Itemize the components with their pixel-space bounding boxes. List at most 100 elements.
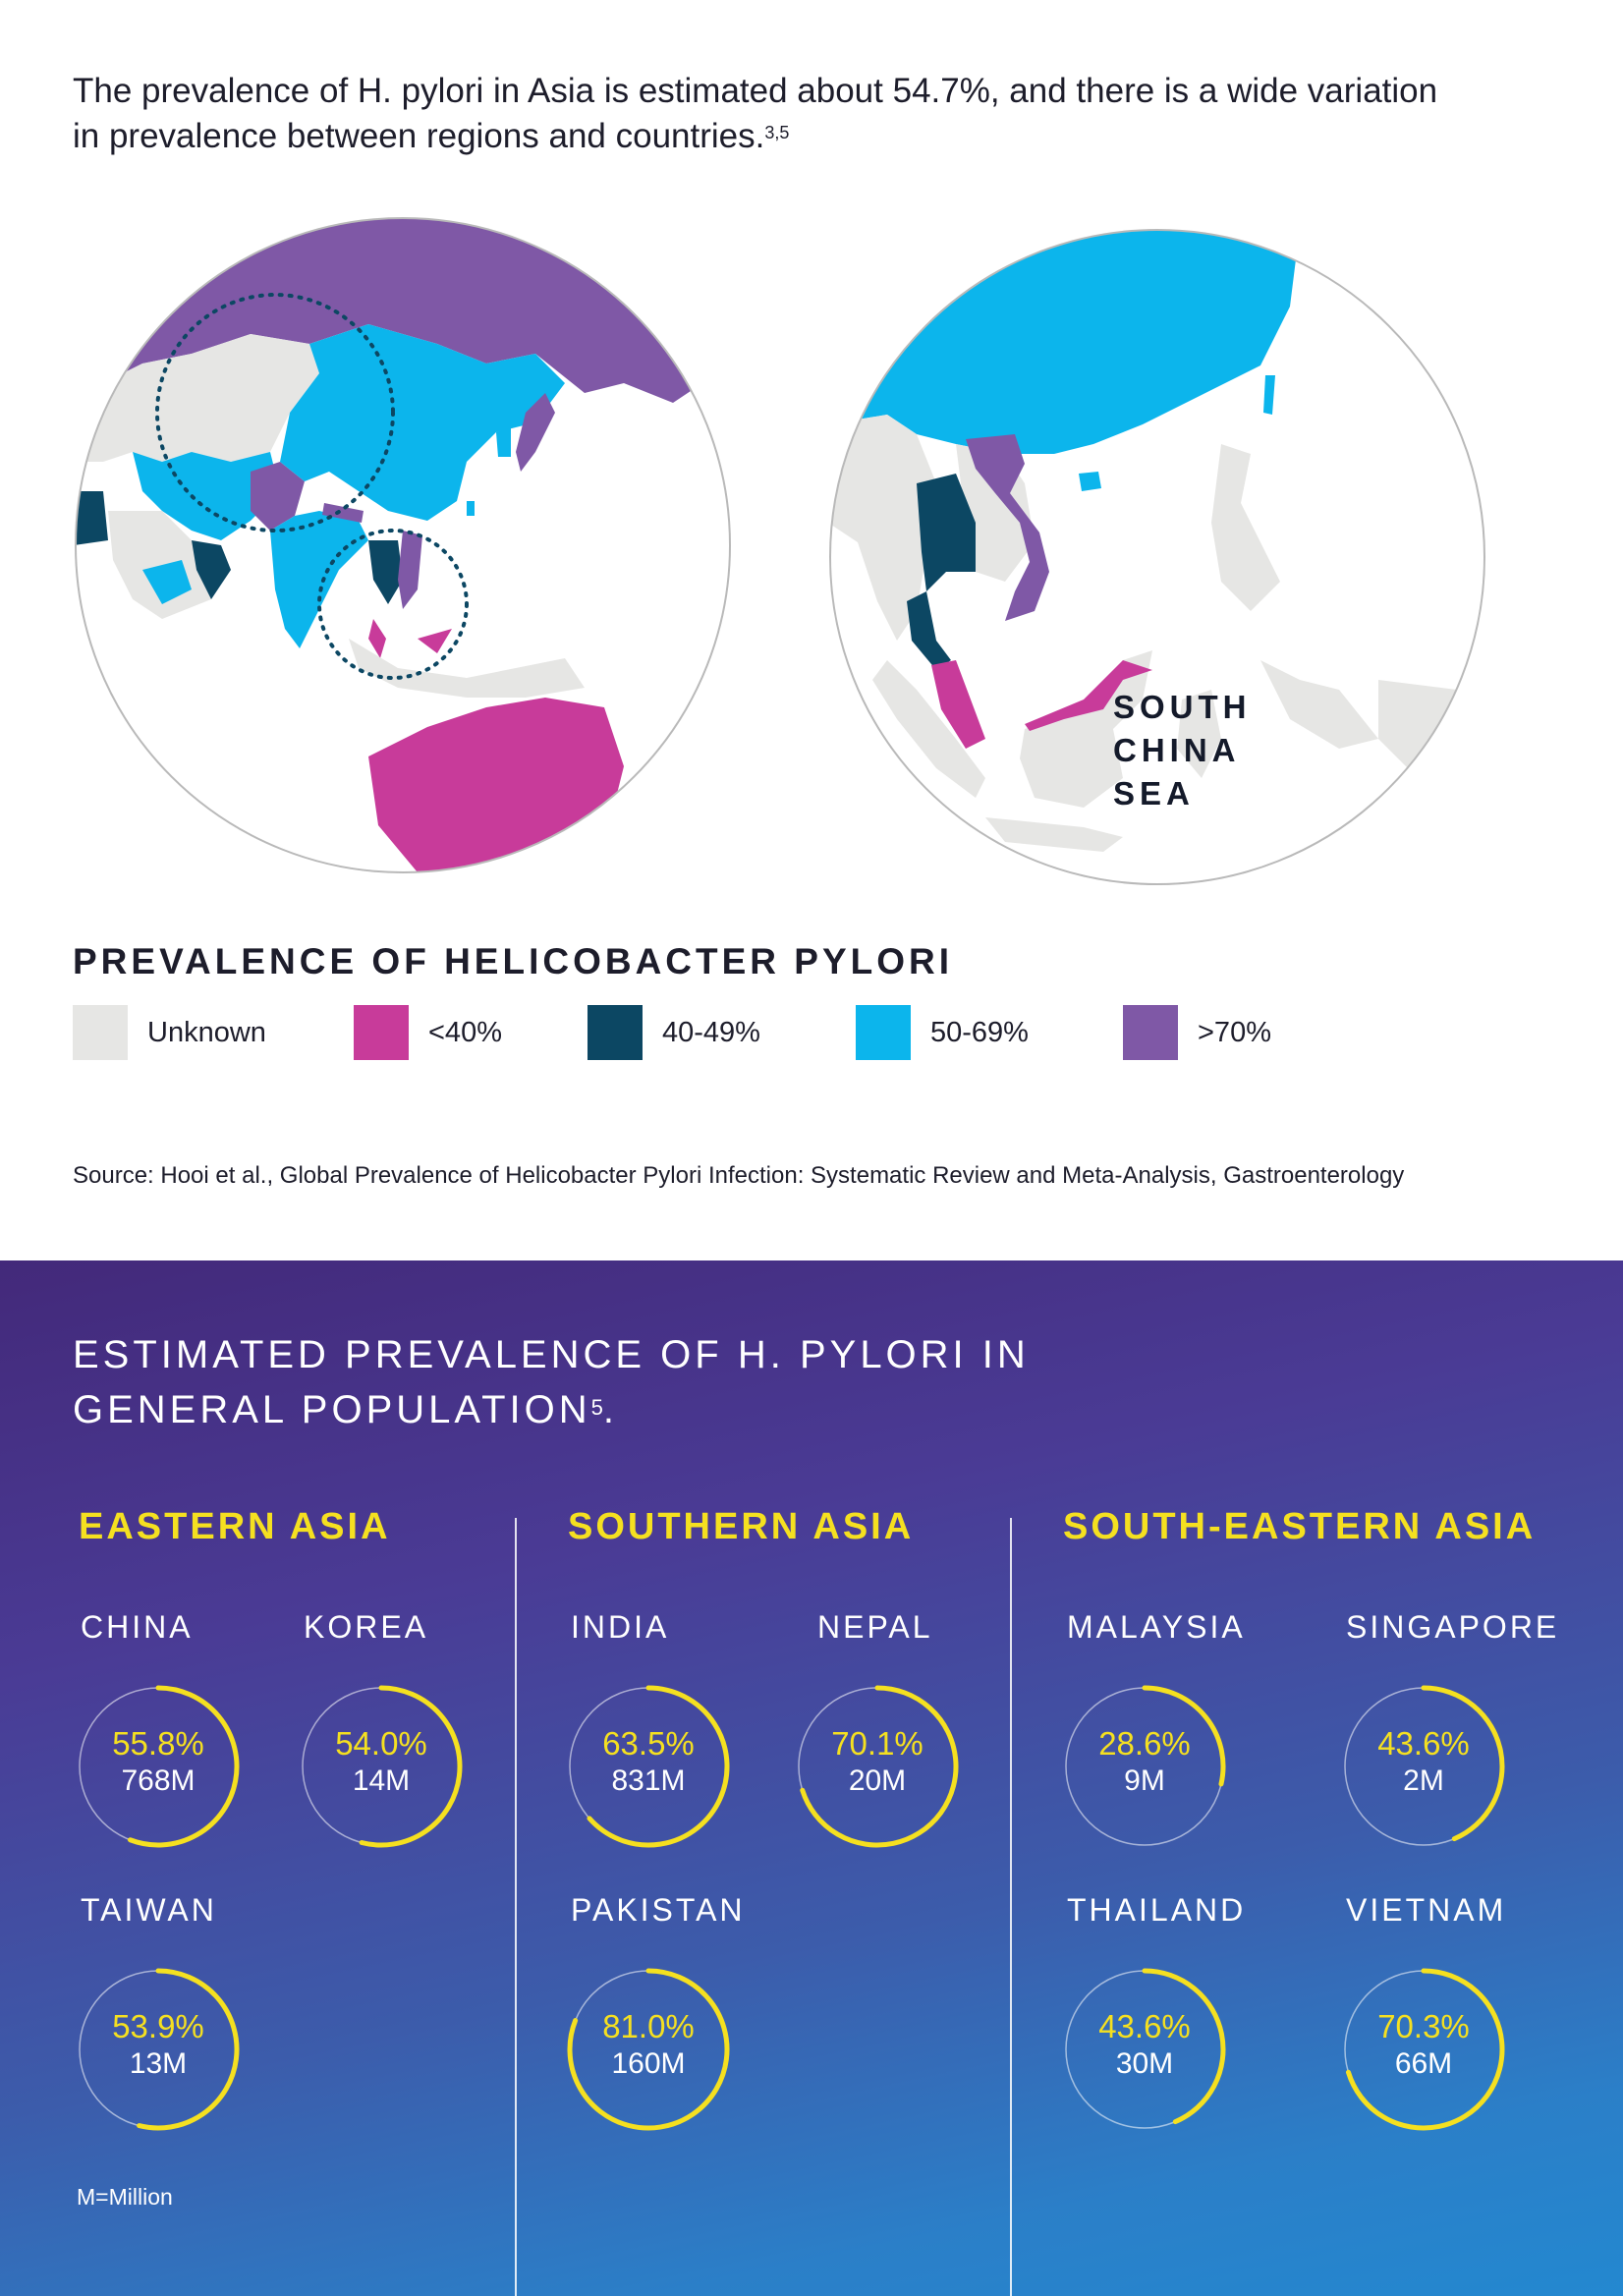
ring-arc bbox=[137, 1968, 240, 2131]
panel-title-period: . bbox=[602, 1388, 619, 1431]
region-malaysia bbox=[368, 619, 452, 658]
ring-arc bbox=[359, 1685, 463, 1848]
region-egypt bbox=[76, 491, 108, 545]
region-taiwan bbox=[467, 501, 475, 516]
legend-item-40-49: 40-49% bbox=[588, 1005, 760, 1060]
footnote: M=Million bbox=[77, 2184, 173, 2210]
legend-swatch-over-70 bbox=[1123, 1005, 1178, 1060]
legend-swatch-40-49 bbox=[588, 1005, 643, 1060]
intro-references: 3,5 bbox=[764, 123, 790, 142]
region-malaysia-borneo bbox=[1025, 660, 1152, 731]
sea-label-line-3: SEA bbox=[1113, 775, 1195, 812]
prevalence-percent: 81.0% bbox=[602, 2008, 695, 2044]
country-card-thailand: THAILAND 43.6% 30M bbox=[1061, 1892, 1297, 2148]
country-name: SINGAPORE bbox=[1346, 1609, 1560, 1645]
prevalence-ring bbox=[79, 1968, 240, 2131]
region-vietnam bbox=[398, 531, 422, 609]
south-east-asia-highlight bbox=[317, 529, 469, 680]
region-yemen-blue bbox=[142, 560, 192, 604]
population-count: 831M bbox=[611, 1764, 686, 1797]
region-central-asia bbox=[76, 334, 319, 462]
region-middle-east-blue bbox=[133, 452, 280, 540]
prevalence-ring bbox=[569, 1685, 730, 1848]
region-heading-eastern-asia: EASTERN ASIA bbox=[79, 1506, 391, 1547]
country-card-taiwan: TAIWAN 53.9% 13M bbox=[75, 1892, 310, 2148]
prevalence-ring bbox=[79, 1685, 240, 1848]
legend-item-under-40: <40% bbox=[354, 1005, 502, 1060]
panel-title-line-1: ESTIMATED PREVALENCE OF H. PYLORI IN bbox=[73, 1333, 1030, 1376]
region-thailand bbox=[368, 540, 403, 604]
ring-arc bbox=[567, 1968, 730, 2131]
country-name: KOREA bbox=[304, 1609, 429, 1645]
population-count: 160M bbox=[611, 2047, 686, 2080]
country-name: CHINA bbox=[81, 1609, 194, 1645]
country-name: TAIWAN bbox=[81, 1892, 217, 1928]
prevalence-ring bbox=[1344, 1685, 1505, 1846]
country-name: VIETNAM bbox=[1346, 1892, 1507, 1928]
region-japan bbox=[516, 393, 555, 472]
population-count: 14M bbox=[352, 1764, 411, 1797]
region-heading-south-eastern-asia: SOUTH-EASTERN ASIA bbox=[1063, 1506, 1537, 1547]
region-java bbox=[985, 817, 1123, 852]
ring-arc bbox=[800, 1685, 959, 1848]
ring-arc bbox=[1142, 1685, 1226, 1787]
region-heading-southern-asia: SOUTHERN ASIA bbox=[568, 1506, 915, 1547]
ring-arc bbox=[1142, 1968, 1226, 2125]
maps-section: SOUTH CHINA SEA bbox=[0, 216, 1623, 904]
region-oman bbox=[192, 540, 231, 599]
ring-arc bbox=[1345, 1968, 1505, 2131]
country-card-nepal: NEPAL 70.1% 20M bbox=[794, 1609, 1030, 1865]
region-indonesia bbox=[349, 639, 585, 698]
region-hainan bbox=[1079, 472, 1101, 491]
population-count: 13M bbox=[129, 2047, 188, 2080]
country-name: NEPAL bbox=[817, 1609, 933, 1645]
sea-label-line-2: CHINA bbox=[1113, 732, 1241, 768]
region-china bbox=[280, 324, 565, 521]
region-korea bbox=[496, 427, 511, 457]
intro-paragraph: The prevalence of H. pylori in Asia is e… bbox=[73, 69, 1468, 159]
country-name: INDIA bbox=[571, 1609, 670, 1645]
population-count: 20M bbox=[848, 1764, 907, 1797]
ring-arc bbox=[127, 1685, 240, 1848]
country-card-vietnam: VIETNAM 70.3% 66M bbox=[1340, 1892, 1576, 2148]
region-philippines bbox=[1211, 444, 1280, 611]
panel-title: ESTIMATED PREVALENCE OF H. PYLORI IN GEN… bbox=[73, 1327, 1030, 1437]
prevalence-panel: ESTIMATED PREVALENCE OF H. PYLORI IN GEN… bbox=[0, 1260, 1623, 2296]
prevalence-percent: 43.6% bbox=[1377, 1725, 1470, 1762]
legend-label-40-49: 40-49% bbox=[662, 1016, 760, 1048]
population-count: 768M bbox=[121, 1764, 196, 1797]
prevalence-percent: 54.0% bbox=[335, 1725, 427, 1762]
source-citation: Source: Hooi et al., Global Prevalence o… bbox=[73, 1162, 1405, 1189]
legend-item-unknown: Unknown bbox=[73, 1005, 266, 1060]
prevalence-ring bbox=[1344, 1968, 1505, 2131]
southern-asia-highlight bbox=[155, 293, 395, 532]
region-nepal bbox=[322, 503, 364, 523]
population-count: 9M bbox=[1124, 1764, 1165, 1797]
country-card-malaysia: MALAYSIA 28.6% 9M bbox=[1061, 1609, 1297, 1865]
legend: Unknown <40% 40-49% 50-69% >70% bbox=[73, 1005, 1448, 1060]
legend-swatch-50-69 bbox=[856, 1005, 911, 1060]
region-sulawesi bbox=[1177, 660, 1378, 778]
panel-title-line-2-text: GENERAL POPULATION bbox=[73, 1388, 591, 1431]
column-divider-2 bbox=[1010, 1518, 1012, 2296]
country-card-china: CHINA 55.8% 768M bbox=[75, 1609, 310, 1865]
region-taiwan bbox=[1263, 375, 1275, 415]
region-thailand bbox=[907, 474, 976, 670]
prevalence-percent: 63.5% bbox=[602, 1725, 695, 1762]
asia-globe-map bbox=[75, 217, 731, 873]
country-name: MALAYSIA bbox=[1067, 1609, 1246, 1645]
prevalence-ring bbox=[1065, 1685, 1226, 1846]
ring-arc bbox=[587, 1685, 730, 1848]
prevalence-ring bbox=[567, 1968, 730, 2131]
ring-arc bbox=[1421, 1685, 1505, 1842]
prevalence-percent: 70.3% bbox=[1377, 2008, 1470, 2044]
sea-label-line-1: SOUTH bbox=[1113, 689, 1252, 725]
legend-label-over-70: >70% bbox=[1198, 1016, 1271, 1048]
region-malaysia bbox=[931, 660, 985, 749]
region-borneo bbox=[1020, 650, 1152, 808]
legend-item-50-69: 50-69% bbox=[856, 1005, 1029, 1060]
country-card-pakistan: PAKISTAN 81.0% 160M bbox=[565, 1892, 801, 2148]
column-divider-1 bbox=[515, 1518, 517, 2296]
prevalence-ring bbox=[798, 1685, 959, 1848]
legend-label-unknown: Unknown bbox=[147, 1016, 266, 1048]
